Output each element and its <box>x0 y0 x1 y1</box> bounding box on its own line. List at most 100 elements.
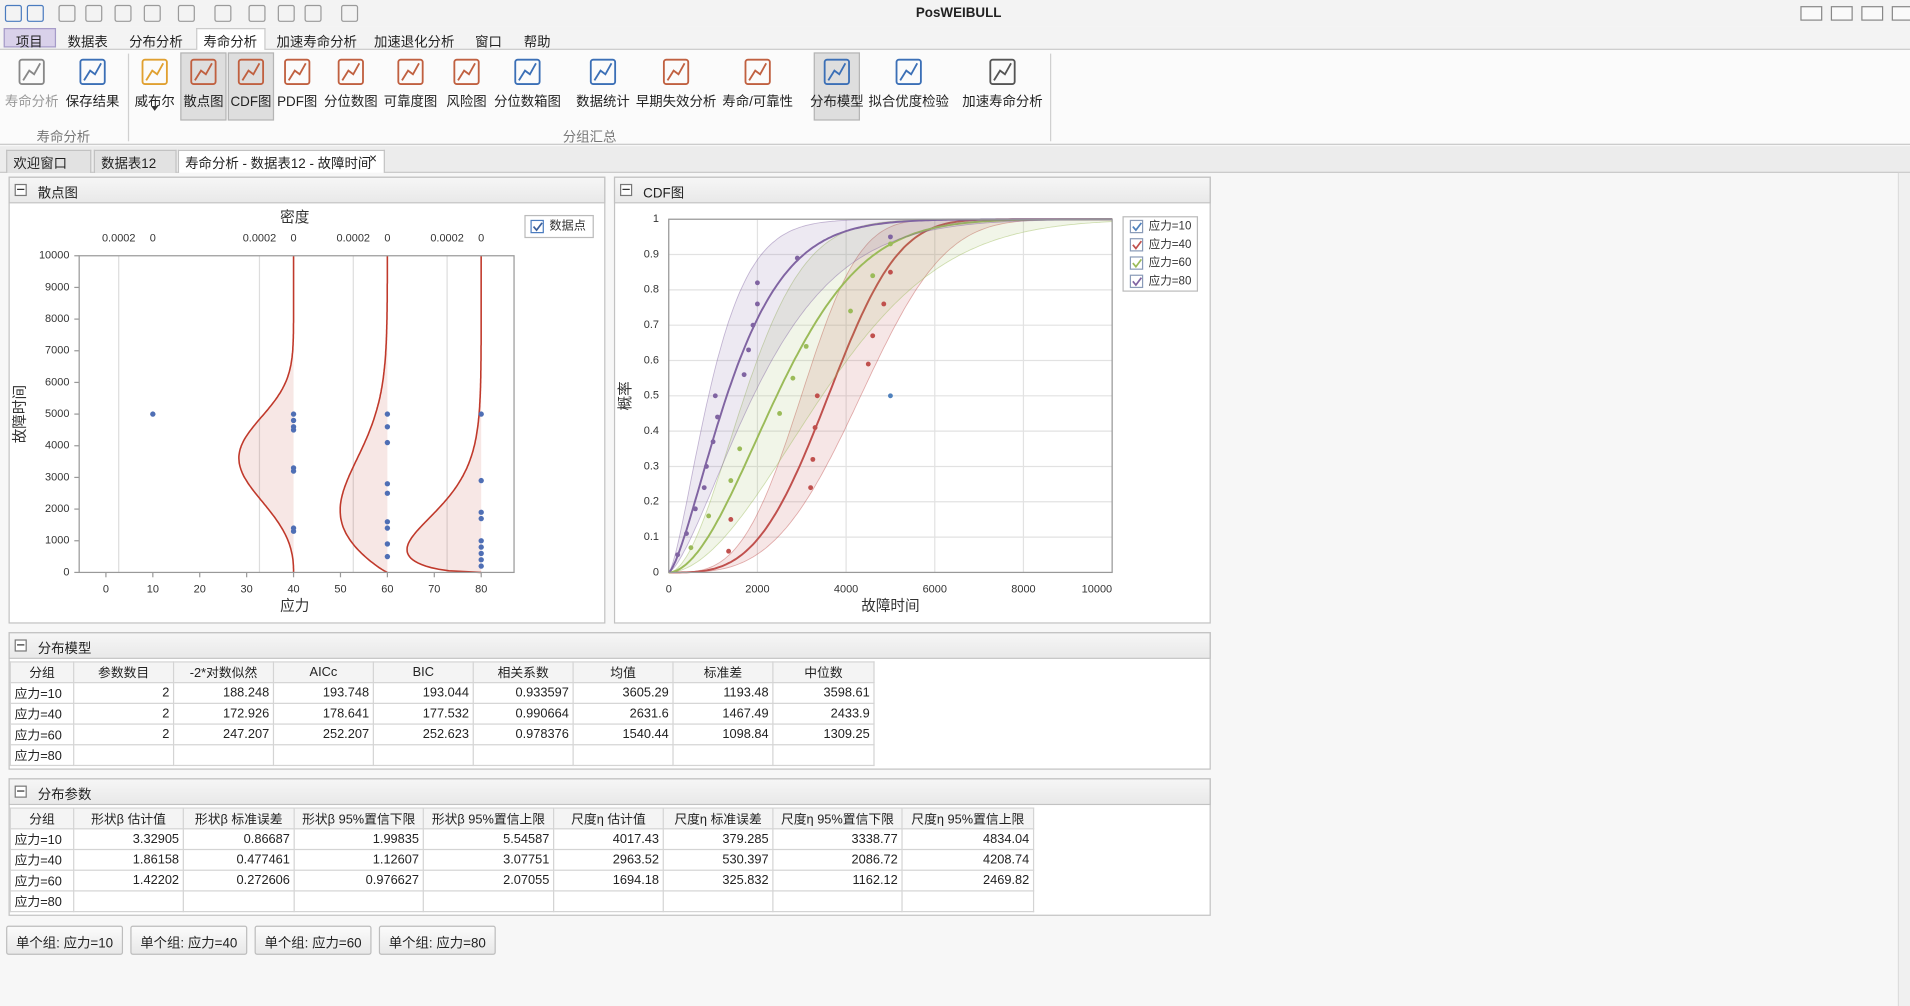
ribbon-button[interactable]: 寿命/可靠性 <box>722 94 794 110</box>
doc-tab-label[interactable]: 欢迎窗口 <box>13 157 67 172</box>
ribbon-button[interactable]: 拟合优度检验 <box>868 94 949 110</box>
menu-item[interactable]: 帮助 <box>523 35 551 50</box>
ribbon-button[interactable]: 分位数箱图 <box>493 94 561 110</box>
data-point <box>384 525 391 531</box>
collapse-button[interactable] <box>14 785 27 798</box>
legend-checkbox[interactable] <box>1129 238 1144 252</box>
group-button[interactable] <box>130 925 248 955</box>
doc-tab[interactable] <box>93 149 177 173</box>
tab-close[interactable]: × <box>369 152 377 167</box>
ribbon-button[interactable]: 威布尔 <box>134 94 175 110</box>
x-tick-label: 20 <box>194 583 206 595</box>
group-button-label[interactable]: 单个组: 应力=40 <box>140 936 238 952</box>
ribbon-button[interactable]: 加速寿命分析 <box>962 94 1043 110</box>
toolbar-icon[interactable] <box>214 4 232 22</box>
y-tick-label: 3000 <box>45 471 69 483</box>
legend-checkbox[interactable] <box>1129 274 1144 289</box>
column-header: 尺度η 95%置信下限 <box>772 807 903 830</box>
panel <box>8 176 606 624</box>
density-tick-label: 0 <box>384 233 390 245</box>
legend-checkbox[interactable] <box>1129 219 1144 234</box>
ribbon-icon <box>284 58 311 85</box>
window-button[interactable] <box>1800 6 1823 21</box>
ribbon-button[interactable]: 可靠度图 <box>383 94 438 110</box>
x-tick-label: 60 <box>381 583 393 595</box>
y-tick-label: 0.7 <box>644 319 659 331</box>
icon-frame <box>895 58 922 85</box>
ribbon-button[interactable]: 寿命分析 <box>4 94 59 110</box>
panel-header <box>8 176 606 204</box>
density-tick-label: 0 <box>150 233 156 245</box>
table-row: 应力=80 <box>9 744 875 767</box>
data-point <box>290 424 297 430</box>
menu-item[interactable]: 分布分析 <box>129 35 183 50</box>
doc-tab-label[interactable]: 寿命分析 - 数据表12 - 故障时间 <box>185 157 372 172</box>
data-point <box>384 439 391 446</box>
y-tick-label: 2000 <box>45 503 69 515</box>
data-point <box>150 411 156 417</box>
menu-item[interactable]: 项目 <box>15 35 43 50</box>
table-cell <box>572 744 674 767</box>
column-header: AICc <box>272 661 374 684</box>
toolbar-icon[interactable] <box>4 4 22 22</box>
table-cell <box>73 890 184 913</box>
ribbon-icon <box>589 58 617 85</box>
toolbar-icon[interactable] <box>304 4 322 22</box>
doc-tab[interactable] <box>177 149 385 173</box>
table-cell <box>772 890 903 913</box>
ribbon-button[interactable]: 数据统计 <box>576 94 630 110</box>
ribbon-icon <box>397 58 424 85</box>
data-point <box>888 241 893 247</box>
group-button-label[interactable]: 单个组: 应力=80 <box>388 936 486 952</box>
toolbar-icon[interactable] <box>177 4 195 22</box>
window-button[interactable] <box>1861 6 1884 21</box>
doc-tab-label[interactable]: 数据表12 <box>101 157 157 172</box>
collapse-button[interactable] <box>14 639 27 652</box>
menu-item[interactable]: 加速退化分析 <box>373 35 455 50</box>
ribbon-button[interactable]: 分位数图 <box>324 94 378 110</box>
data-point <box>888 393 893 399</box>
ribbon-button[interactable]: 早期失效分析 <box>635 94 717 110</box>
group-button[interactable] <box>254 925 372 955</box>
ribbon-button[interactable]: 风险图 <box>446 94 487 110</box>
legend-checkbox[interactable] <box>1129 256 1144 270</box>
y-tick-label: 1 <box>653 213 659 225</box>
toolbar-icon[interactable] <box>143 4 161 22</box>
table-row: 应力=10 2 188.248 193.748 193.044 0.933597 3605.… <box>9 682 875 704</box>
doc-tab[interactable] <box>6 149 92 173</box>
toolbar-icon[interactable] <box>58 4 76 22</box>
window-button[interactable] <box>1830 6 1853 21</box>
menu-item[interactable]: 加速寿命分析 <box>276 35 357 50</box>
menu-item[interactable]: 数据表 <box>67 35 108 50</box>
x-tick-label: 0 <box>103 583 109 595</box>
toolbar-icon[interactable] <box>26 4 44 22</box>
data-point <box>688 545 694 551</box>
icon-glyph <box>518 62 537 81</box>
ribbon-button[interactable]: 散点图 <box>183 94 224 110</box>
group-button[interactable] <box>6 925 124 955</box>
menu-item[interactable]: 窗口 <box>475 35 502 50</box>
window-button[interactable] <box>1891 6 1910 21</box>
data-point <box>290 525 297 531</box>
collapse-button[interactable] <box>14 183 27 197</box>
group-button-label[interactable]: 单个组: 应力=10 <box>15 936 114 952</box>
toolbar-icon[interactable] <box>341 4 359 22</box>
ribbon-button[interactable]: 分布模型 <box>810 94 864 110</box>
group-button-label[interactable]: 单个组: 应力=60 <box>264 936 362 952</box>
toolbar-icon[interactable] <box>114 4 132 22</box>
icon-glyph <box>287 62 307 81</box>
collapse-button[interactable] <box>620 183 633 197</box>
density-curve <box>339 255 389 574</box>
ribbon-button[interactable]: PDF图 <box>277 94 318 110</box>
ribbon-button[interactable]: CDF图 <box>230 94 272 110</box>
toolbar-icon[interactable] <box>248 4 266 22</box>
legend-checkbox[interactable] <box>530 219 544 234</box>
legend-check <box>532 222 543 232</box>
toolbar-icon[interactable] <box>85 4 103 22</box>
toolbar-icon[interactable] <box>277 4 295 22</box>
group-button[interactable] <box>378 925 496 955</box>
legend-check <box>1132 277 1143 287</box>
ribbon-button[interactable]: 保存结果 <box>65 94 120 110</box>
column-header: BIC <box>372 661 474 684</box>
menu-item[interactable]: 寿命分析 <box>203 35 258 50</box>
